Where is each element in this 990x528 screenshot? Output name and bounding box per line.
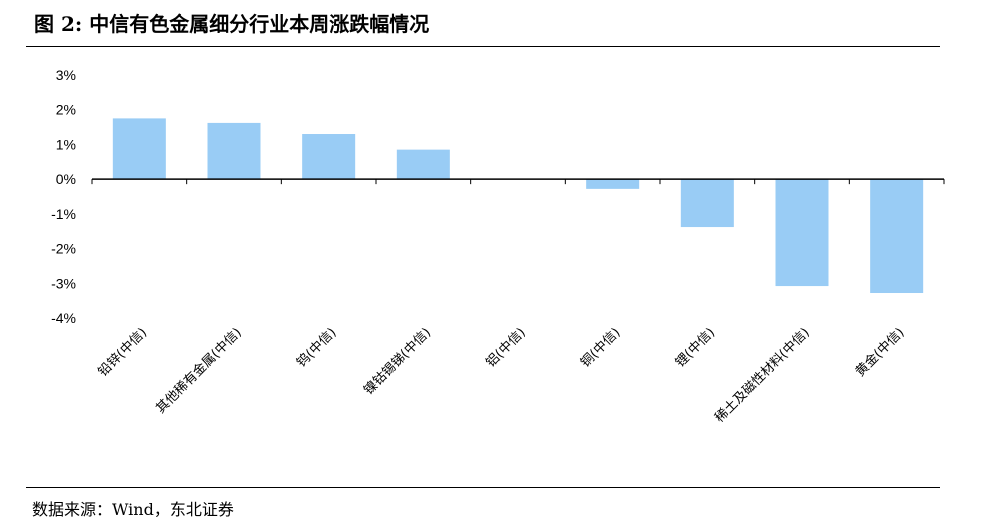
- x-tick-label: 铜(中信): [578, 325, 623, 370]
- y-tick-label: 2%: [56, 102, 76, 118]
- bar: [775, 179, 829, 287]
- y-tick-label: -3%: [51, 275, 76, 291]
- bar: [112, 118, 166, 180]
- title-bar: 图 2: 中信有色金属细分行业本周涨跌幅情况: [26, 0, 940, 47]
- bar: [870, 179, 924, 294]
- x-tick-label: 其他稀有金属(中信): [153, 325, 245, 417]
- x-axis: [91, 178, 945, 185]
- y-tick-label: -1%: [51, 206, 76, 222]
- x-tick-label: 钨(中信): [293, 325, 339, 371]
- x-tick-label: 锂(中信): [673, 325, 718, 370]
- y-tick-label: -4%: [51, 310, 76, 326]
- y-tick-label: -2%: [51, 241, 76, 257]
- x-tick-label: 稀土及磁性材料(中信): [712, 325, 813, 426]
- x-tick-label: 镍钴锡锑(中信): [361, 325, 434, 398]
- source-note: 数据来源：Wind，东北证券: [32, 500, 234, 519]
- y-tick-label: 0%: [56, 171, 76, 187]
- bar: [207, 122, 261, 180]
- x-tick-label: 铅锌(中信): [96, 325, 151, 380]
- x-tick-label: 黄金(中信): [852, 325, 907, 380]
- bars: [112, 118, 924, 294]
- y-tick-label: 3%: [56, 67, 76, 83]
- x-tick-labels: 铅锌(中信) 其他稀有金属(中信) 钨(中信) 镍钴锡锑(中信) 铝(中信) 铜(中信) 锂…: [96, 325, 908, 426]
- y-tick-label: 1%: [56, 136, 76, 152]
- bar: [396, 149, 450, 180]
- bar: [302, 134, 356, 180]
- x-tick-label: 铝(中信): [483, 325, 528, 370]
- bar: [680, 179, 734, 228]
- y-axis: 3% 2% 1% 0% -1% -2% -3% -4%: [51, 67, 76, 326]
- footer-divider: [26, 487, 940, 488]
- bar: [586, 179, 640, 189]
- figure-title: 图 2: 中信有色金属细分行业本周涨跌幅情况: [34, 12, 430, 36]
